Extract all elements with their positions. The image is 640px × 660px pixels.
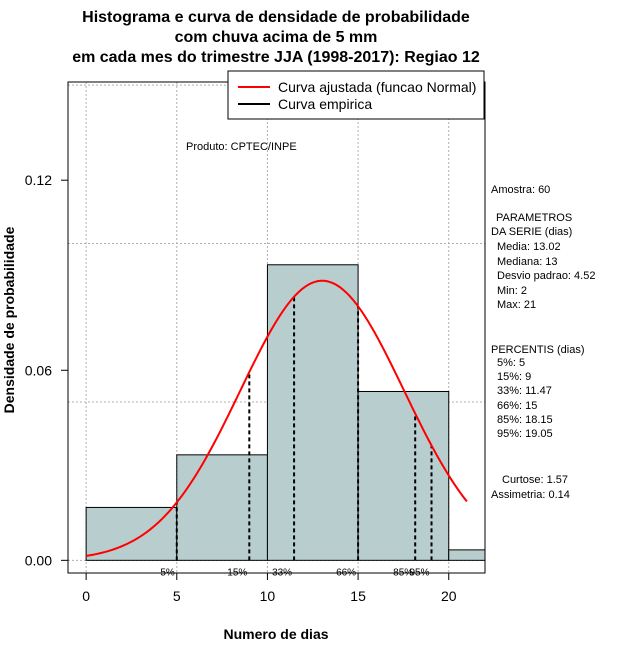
stat-curtose: Curtose: 1.57 (502, 474, 568, 486)
x-tick-label-2: 10 (260, 588, 276, 604)
x-tick-label-4: 20 (441, 588, 457, 604)
percentile-lines (175, 296, 433, 561)
histogram-bars (85, 264, 486, 561)
stat-param-subtitle: DA SERIE (dias) (491, 226, 572, 238)
y-tick-label-2: 0.12 (25, 172, 52, 188)
normal-fit-curve-group (85, 279, 468, 557)
histogram-bar-2 (266, 264, 359, 561)
legend-empirical-label: Curva empirica (278, 96, 372, 112)
stat-p15: 15%: 9 (497, 371, 531, 383)
stat-p66: 66%: 15 (497, 400, 537, 412)
x-tick-label-3: 15 (350, 588, 366, 604)
y-axis: 0.00 0.06 0.12 (25, 172, 68, 568)
normal-fit-curve (85, 279, 468, 557)
stat-param-title: PARAMETROS (496, 212, 572, 224)
stat-amostra: Amostra: 60 (491, 184, 550, 196)
y-axis-title: Densidade de probabilidade (1, 226, 17, 413)
chart-title-line-1: Histograma e curva de densidade de proba… (82, 9, 470, 26)
x-tick-label-1: 5 (173, 588, 181, 604)
y-tick-label-1: 0.06 (25, 362, 52, 378)
chart-title-line-2: com chuva acima de 5 mm (175, 29, 378, 46)
x-tick-label-0: 0 (82, 588, 90, 604)
legend-box (227, 70, 485, 120)
stat-p5: 5%: 5 (497, 357, 525, 369)
stat-percentis-title: PERCENTIS (dias) (491, 344, 585, 356)
stat-mediana: Mediana: 13 (497, 256, 558, 268)
stat-media: Media: 13.02 (497, 241, 561, 253)
histogram-bar-1 (176, 454, 268, 561)
y-tick-label-0: 0.00 (25, 552, 52, 568)
stat-min: Min: 2 (497, 285, 527, 297)
stats-panel: Amostra: 60 PARAMETROS DA SERIE (dias) M… (491, 184, 595, 501)
product-label: Produto: CPTEC/INPE (186, 141, 297, 153)
stat-p95: 95%: 19.05 (497, 428, 553, 440)
x-axis-title: Numero de dias (223, 626, 328, 642)
stat-p85: 85%: 18.15 (497, 414, 553, 426)
stat-max: Max: 21 (497, 299, 536, 311)
x-axis: 0 5 10 15 20 (82, 573, 457, 604)
histogram-bar-3 (357, 390, 450, 561)
legend: Curva ajustada (funcao Normal) Curva emp… (227, 70, 485, 120)
histogram-bar-4 (448, 549, 486, 561)
chart-title-line-3: em cada mes do trimestre JJA (1998-2017)… (72, 49, 480, 66)
legend-fitted-label: Curva ajustada (funcao Normal) (278, 79, 476, 95)
stat-assimetria: Assimetria: 0.14 (491, 489, 570, 501)
stat-desvio: Desvio padrao: 4.52 (497, 270, 595, 282)
stat-p33: 33%: 11.47 (497, 385, 552, 397)
